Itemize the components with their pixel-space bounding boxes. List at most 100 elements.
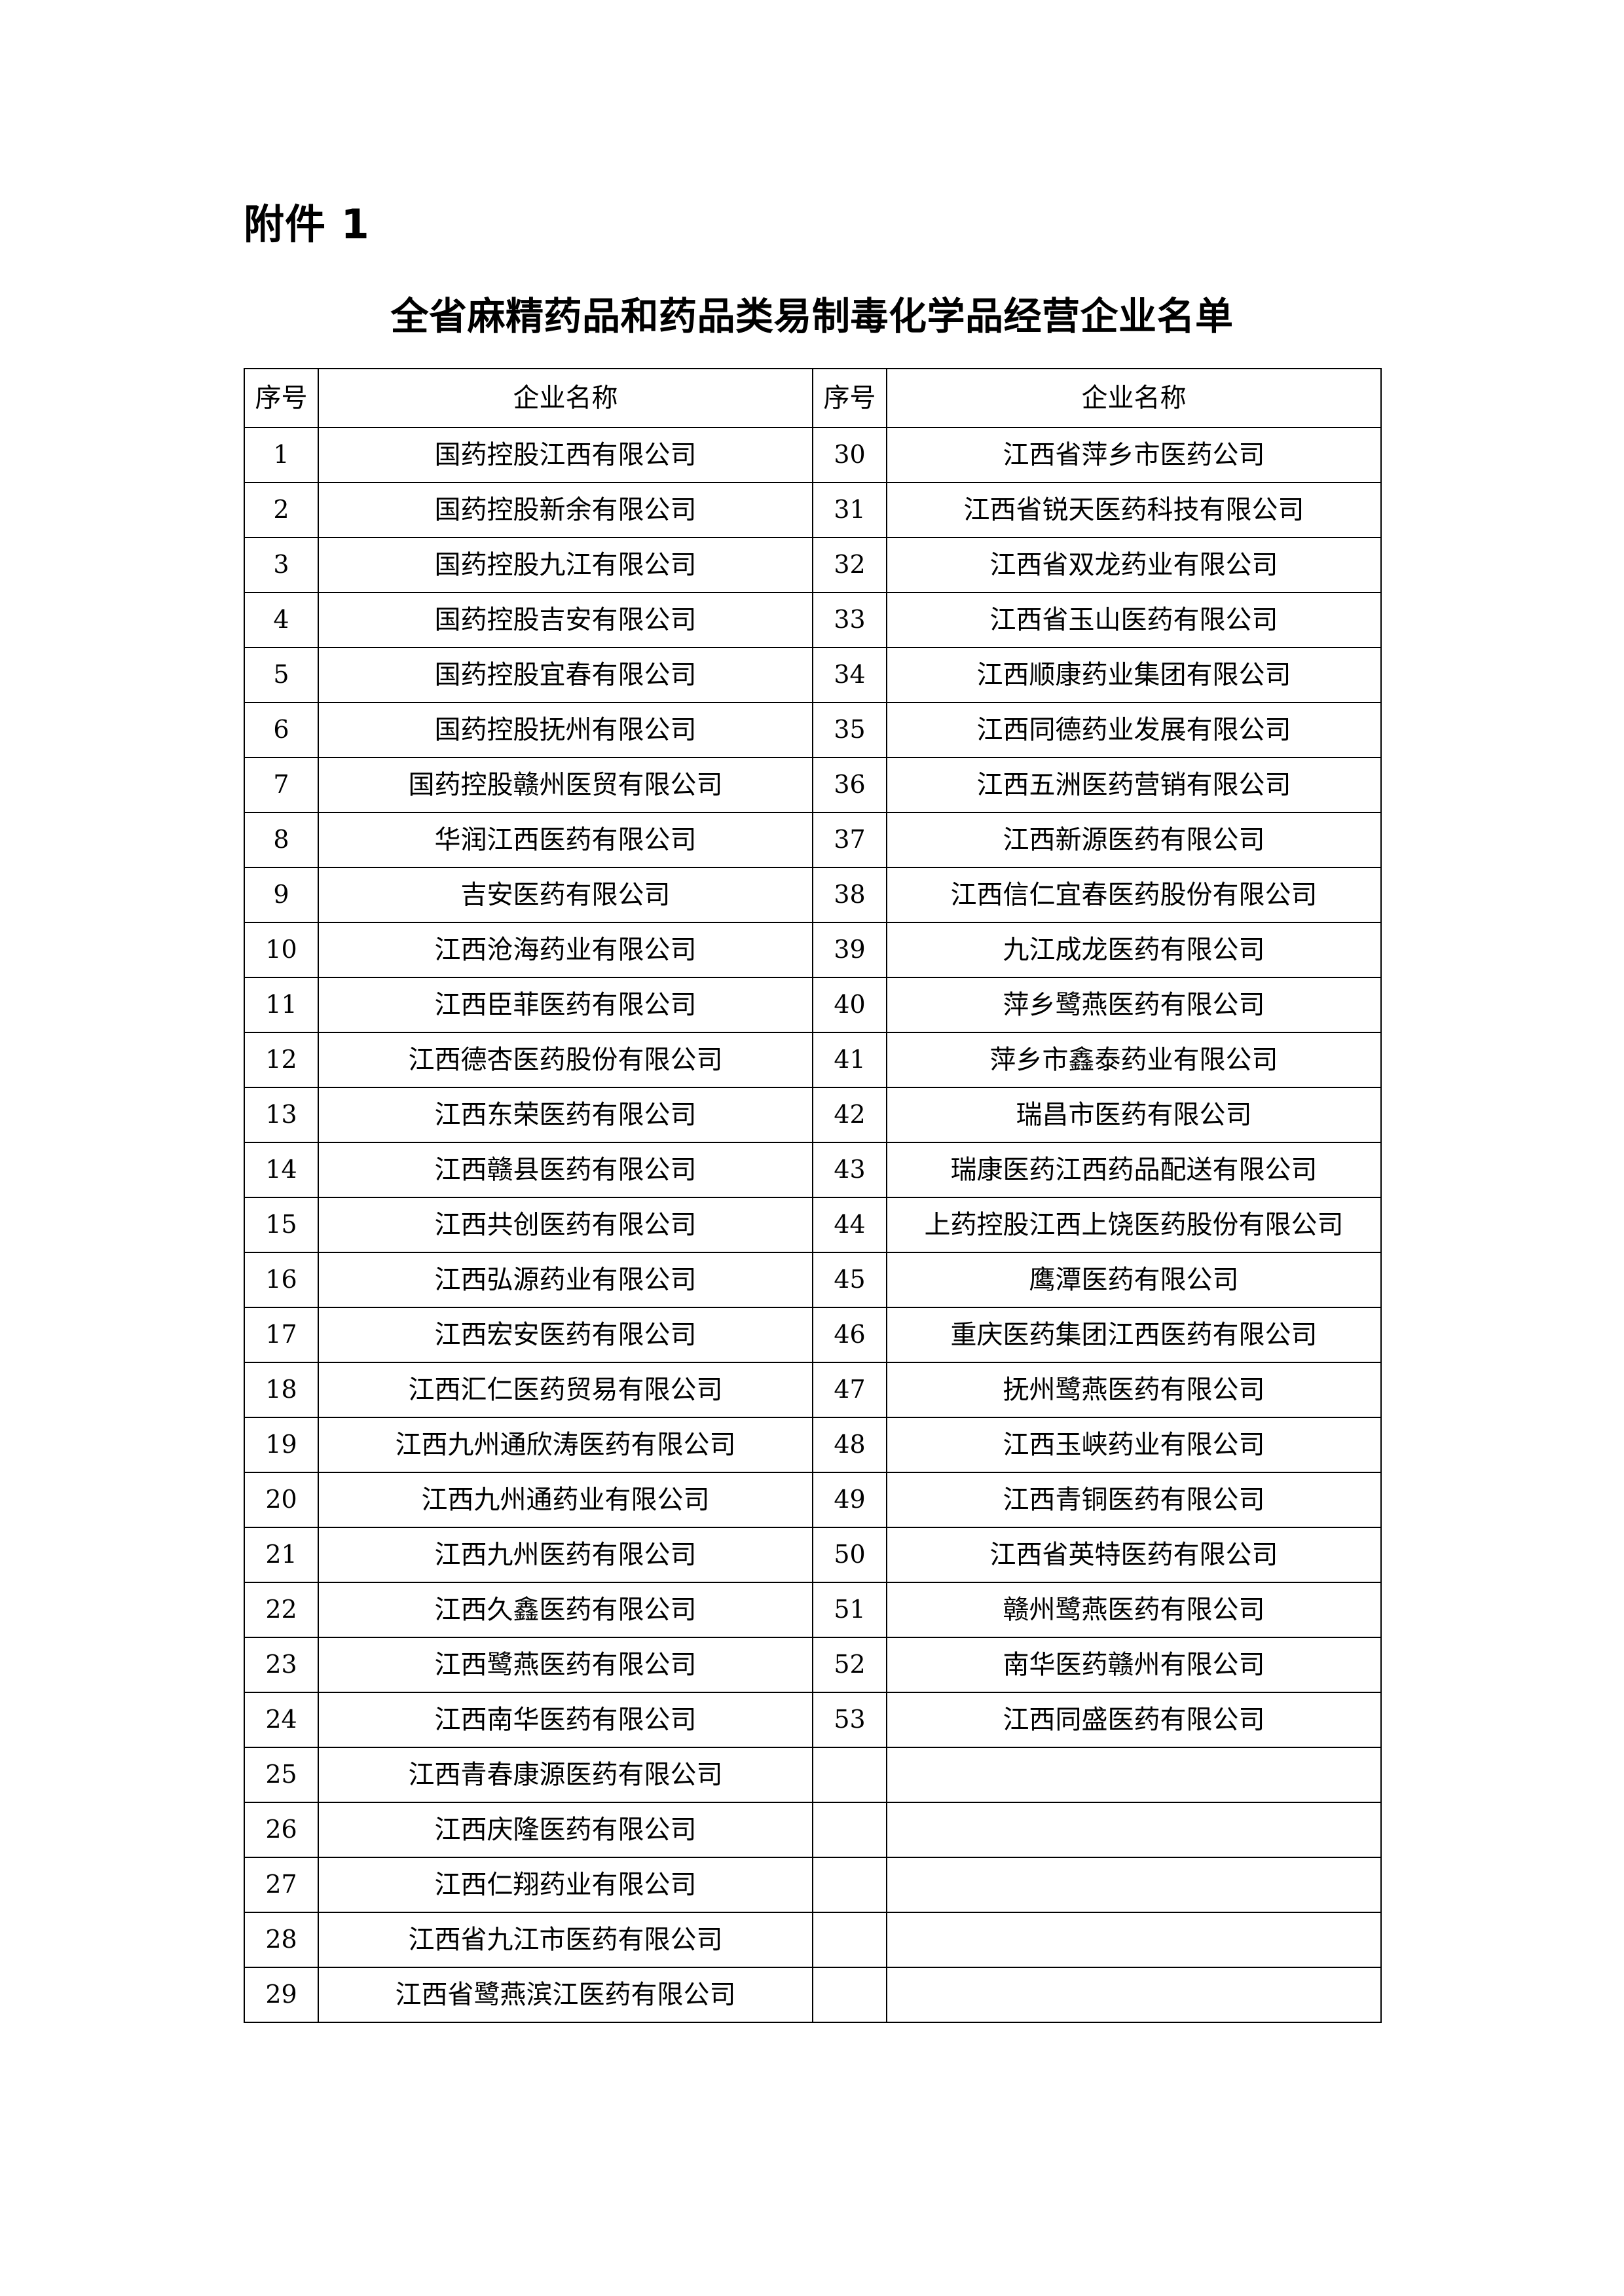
attachment-label: 附件 1 [244, 200, 370, 248]
cell-seq-left: 20 [244, 1472, 319, 1528]
cell-name-right: 江西青铜医药有限公司 [886, 1472, 1382, 1528]
cell-name-right: 江西省玉山医药有限公司 [886, 592, 1382, 648]
cell-seq-left: 15 [244, 1197, 319, 1253]
table-row: 20 江西九州通药业有限公司 49 江西青铜医药有限公司 [244, 1472, 1382, 1528]
table-row: 21 江西九州医药有限公司 50 江西省英特医药有限公司 [244, 1527, 1382, 1583]
cell-seq-right: 34 [812, 647, 887, 703]
table-row: 14 江西赣县医药有限公司 43 瑞康医药江西药品配送有限公司 [244, 1142, 1382, 1198]
table-row: 29 江西省鹭燕滨江医药有限公司 [244, 1967, 1382, 2023]
cell-seq-right: 31 [812, 482, 887, 538]
cell-name-left: 江西臣菲医药有限公司 [318, 977, 813, 1033]
cell-name-right: 江西省萍乡市医药公司 [886, 427, 1382, 483]
cell-name-left: 江西东荣医药有限公司 [318, 1087, 813, 1143]
cell-seq-right [812, 1912, 887, 1968]
cell-seq-left: 2 [244, 482, 319, 538]
cell-seq-left: 23 [244, 1637, 319, 1693]
cell-name-left: 江西共创医药有限公司 [318, 1197, 813, 1253]
table-row: 15 江西共创医药有限公司 44 上药控股江西上饶医药股份有限公司 [244, 1197, 1382, 1253]
cell-name-right: 萍乡市鑫泰药业有限公司 [886, 1032, 1382, 1088]
cell-name-left: 江西沧海药业有限公司 [318, 922, 813, 978]
table-row: 28 江西省九江市医药有限公司 [244, 1912, 1382, 1968]
cell-name-right: 上药控股江西上饶医药股份有限公司 [886, 1197, 1382, 1253]
cell-seq-left: 9 [244, 867, 319, 923]
cell-seq-right: 42 [812, 1087, 887, 1143]
cell-name-left: 江西汇仁医药贸易有限公司 [318, 1362, 813, 1418]
cell-seq-left: 3 [244, 537, 319, 593]
cell-name-left: 华润江西医药有限公司 [318, 812, 813, 868]
cell-name-right: 江西新源医药有限公司 [886, 812, 1382, 868]
cell-name-left: 江西鹭燕医药有限公司 [318, 1637, 813, 1693]
cell-seq-right [812, 1802, 887, 1858]
cell-name-right: 抚州鹭燕医药有限公司 [886, 1362, 1382, 1418]
cell-seq-right [812, 1747, 887, 1803]
cell-name-left: 国药控股九江有限公司 [318, 537, 813, 593]
cell-name-left: 江西久鑫医药有限公司 [318, 1582, 813, 1638]
cell-name-right: 赣州鹭燕医药有限公司 [886, 1582, 1382, 1638]
column-header-seq-right: 序号 [812, 368, 887, 428]
table-row: 25 江西青春康源医药有限公司 [244, 1747, 1382, 1803]
cell-seq-left: 19 [244, 1417, 319, 1473]
table-row: 11 江西臣菲医药有限公司 40 萍乡鹭燕医药有限公司 [244, 977, 1382, 1033]
cell-name-right: 瑞康医药江西药品配送有限公司 [886, 1142, 1382, 1198]
table-row: 8 华润江西医药有限公司 37 江西新源医药有限公司 [244, 812, 1382, 868]
cell-name-left: 江西宏安医药有限公司 [318, 1307, 813, 1363]
cell-name-left: 江西省鹭燕滨江医药有限公司 [318, 1967, 813, 2023]
cell-seq-right: 30 [812, 427, 887, 483]
cell-seq-right: 40 [812, 977, 887, 1033]
cell-name-left: 国药控股抚州有限公司 [318, 702, 813, 758]
table-row: 4 国药控股吉安有限公司 33 江西省玉山医药有限公司 [244, 592, 1382, 648]
cell-seq-right: 33 [812, 592, 887, 648]
cell-name-right: 江西五洲医药营销有限公司 [886, 757, 1382, 813]
cell-name-left: 国药控股新余有限公司 [318, 482, 813, 538]
table-row: 19 江西九州通欣涛医药有限公司 48 江西玉峡药业有限公司 [244, 1417, 1382, 1473]
cell-seq-left: 22 [244, 1582, 319, 1638]
cell-name-left: 国药控股江西有限公司 [318, 427, 813, 483]
cell-seq-right: 43 [812, 1142, 887, 1198]
cell-seq-right: 37 [812, 812, 887, 868]
cell-seq-left: 10 [244, 922, 319, 978]
cell-seq-right: 49 [812, 1472, 887, 1528]
cell-seq-right: 46 [812, 1307, 887, 1363]
cell-name-right [886, 1857, 1382, 1913]
column-header-name-right: 企业名称 [886, 368, 1382, 428]
cell-name-left: 国药控股吉安有限公司 [318, 592, 813, 648]
cell-name-right: 江西顺康药业集团有限公司 [886, 647, 1382, 703]
cell-seq-right: 35 [812, 702, 887, 758]
cell-seq-left: 18 [244, 1362, 319, 1418]
cell-name-right: 江西玉峡药业有限公司 [886, 1417, 1382, 1473]
cell-seq-right: 50 [812, 1527, 887, 1583]
column-header-seq-left: 序号 [244, 368, 319, 428]
cell-name-left: 江西庆隆医药有限公司 [318, 1802, 813, 1858]
cell-seq-left: 12 [244, 1032, 319, 1088]
table-row: 26 江西庆隆医药有限公司 [244, 1802, 1382, 1858]
table-row: 23 江西鹭燕医药有限公司 52 南华医药赣州有限公司 [244, 1637, 1382, 1693]
cell-name-right [886, 1802, 1382, 1858]
cell-seq-left: 13 [244, 1087, 319, 1143]
cell-name-right: 江西信仁宜春医药股份有限公司 [886, 867, 1382, 923]
cell-seq-left: 14 [244, 1142, 319, 1198]
company-list-table: 序号 企业名称 序号 企业名称 1 国药控股江西有限公司 30 江西省萍乡市医药公司 2… [244, 368, 1382, 2023]
table-body: 1 国药控股江西有限公司 30 江西省萍乡市医药公司 2 国药控股新余有限公司 31 江西省锐… [244, 427, 1382, 2023]
cell-name-left: 江西南华医药有限公司 [318, 1692, 813, 1748]
cell-name-right: 瑞昌市医药有限公司 [886, 1087, 1382, 1143]
cell-seq-left: 5 [244, 647, 319, 703]
cell-seq-left: 11 [244, 977, 319, 1033]
cell-seq-right [812, 1967, 887, 2023]
table-row: 12 江西德杏医药股份有限公司 41 萍乡市鑫泰药业有限公司 [244, 1032, 1382, 1088]
cell-name-right: 江西省锐天医药科技有限公司 [886, 482, 1382, 538]
table-row: 9 吉安医药有限公司 38 江西信仁宜春医药股份有限公司 [244, 867, 1382, 923]
cell-name-right: 九江成龙医药有限公司 [886, 922, 1382, 978]
cell-seq-left: 25 [244, 1747, 319, 1803]
cell-seq-right: 52 [812, 1637, 887, 1693]
cell-name-right [886, 1912, 1382, 1968]
cell-name-left: 吉安医药有限公司 [318, 867, 813, 923]
table-row: 16 江西弘源药业有限公司 45 鹰潭医药有限公司 [244, 1252, 1382, 1308]
cell-name-right: 江西同盛医药有限公司 [886, 1692, 1382, 1748]
cell-name-left: 江西九州医药有限公司 [318, 1527, 813, 1583]
cell-seq-left: 1 [244, 427, 319, 483]
cell-seq-right: 38 [812, 867, 887, 923]
cell-name-right: 鹰潭医药有限公司 [886, 1252, 1382, 1308]
cell-name-right: 萍乡鹭燕医药有限公司 [886, 977, 1382, 1033]
cell-seq-left: 7 [244, 757, 319, 813]
table-row: 7 国药控股赣州医贸有限公司 36 江西五洲医药营销有限公司 [244, 757, 1382, 813]
